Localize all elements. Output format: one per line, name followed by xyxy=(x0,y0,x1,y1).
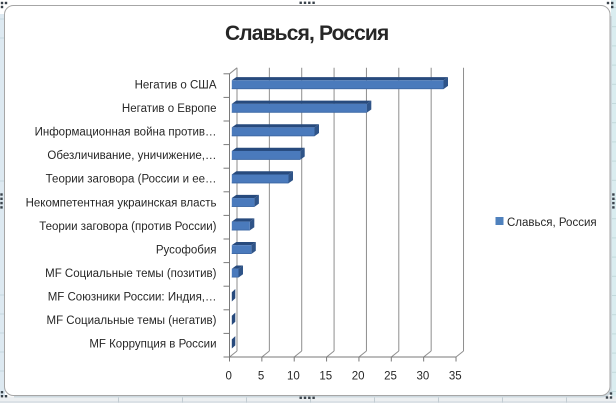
svg-text:MF Коррупция в России: MF Коррупция в России xyxy=(89,339,216,351)
svg-text:MF Социальные темы (позитив): MF Социальные темы (позитив) xyxy=(45,268,217,280)
svg-text:10: 10 xyxy=(287,371,300,383)
svg-text:Информационная война против…: Информационная война против… xyxy=(35,127,217,139)
svg-text:Теории заговора (России и ее…: Теории заговора (России и ее… xyxy=(46,174,217,186)
svg-text:Обезличивание, уничижение,…: Обезличивание, уничижение,… xyxy=(47,150,216,162)
svg-text:Теории заговора (против России: Теории заговора (против России) xyxy=(39,221,216,233)
svg-text:15: 15 xyxy=(319,371,332,383)
svg-text:5: 5 xyxy=(258,371,264,383)
svg-text:30: 30 xyxy=(416,371,429,383)
svg-text:Славься, Россия: Славься, Россия xyxy=(225,22,388,45)
svg-text:MF Социальные темы (негатив): MF Социальные темы (негатив) xyxy=(46,315,216,327)
svg-text:Славься, Россия: Славься, Россия xyxy=(507,217,597,229)
svg-text:Негатив о США: Негатив о США xyxy=(135,80,217,92)
svg-text:25: 25 xyxy=(384,371,397,383)
svg-text:0: 0 xyxy=(225,371,231,383)
svg-text:MF Союзники России: Индия,…: MF Союзники России: Индия,… xyxy=(48,291,217,303)
svg-text:Русофобия: Русофобия xyxy=(156,244,217,256)
svg-text:20: 20 xyxy=(352,371,365,383)
svg-text:Некомпетентная украинская влас: Некомпетентная украинская власть xyxy=(26,197,217,209)
svg-text:Негатив о Европе: Негатив о Европе xyxy=(122,103,217,115)
svg-text:35: 35 xyxy=(449,371,462,383)
